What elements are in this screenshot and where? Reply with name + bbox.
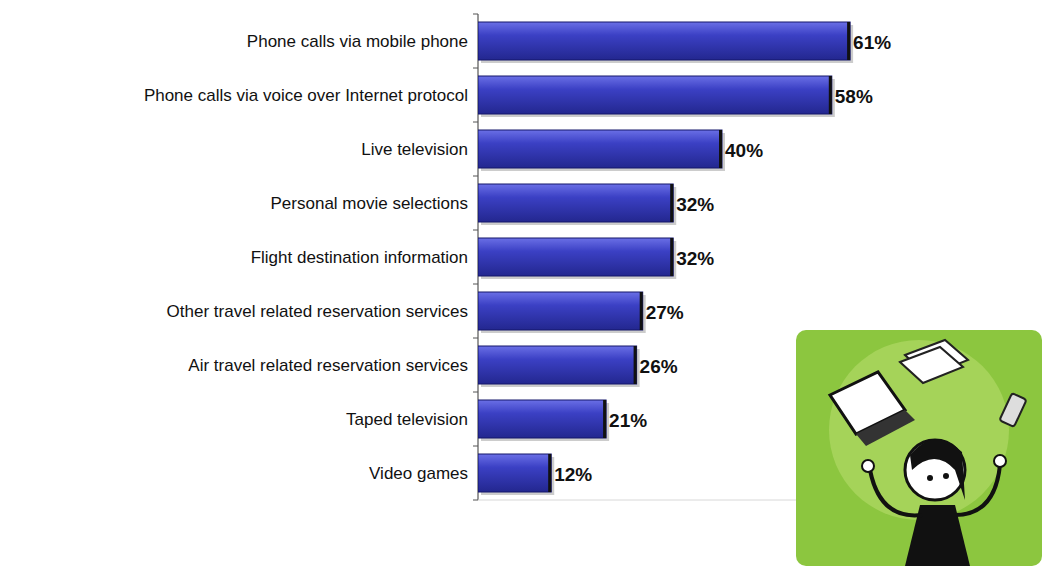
bar — [478, 454, 551, 492]
chart: Phone calls via mobile phone Phone calls … — [0, 0, 1059, 572]
category-tick — [473, 122, 478, 123]
bar — [478, 238, 673, 276]
bar-end — [670, 184, 673, 222]
data-label: 58% — [835, 86, 873, 107]
category-label: Phone calls via mobile phone — [247, 32, 468, 51]
category-label: Air travel related reservation services — [188, 356, 468, 375]
icon-eye — [943, 473, 949, 479]
category-label: Phone calls via voice over Internet prot… — [144, 86, 468, 105]
category-tick — [473, 392, 478, 393]
bar-end — [847, 22, 850, 60]
bar-end — [603, 400, 606, 438]
bar-end — [670, 238, 673, 276]
icon-hand — [862, 460, 874, 472]
bar-end — [640, 292, 643, 330]
data-label: 32% — [676, 248, 714, 269]
data-label: 32% — [676, 194, 714, 215]
icon-laptop-base — [856, 410, 915, 446]
category-label: Personal movie selections — [271, 194, 468, 213]
category-tick — [473, 68, 478, 69]
data-label: 61% — [853, 32, 891, 53]
data-label: 12% — [554, 464, 592, 485]
bar — [478, 346, 637, 384]
bar — [478, 76, 832, 114]
category-tick — [473, 338, 478, 339]
category-label: Video games — [369, 464, 468, 483]
icon-hand — [994, 455, 1006, 467]
bar — [478, 130, 722, 168]
category-label: Flight destination information — [251, 248, 468, 267]
category-tick — [473, 176, 478, 177]
data-label: 21% — [609, 410, 647, 431]
icon-arm — [955, 465, 1000, 515]
bar-end — [548, 454, 551, 492]
data-label: 27% — [646, 302, 684, 323]
icon-phone — [999, 393, 1026, 427]
bar — [478, 22, 850, 60]
bar-end — [719, 130, 722, 168]
category-tick — [473, 500, 478, 501]
bar — [478, 292, 643, 330]
category-tick — [473, 14, 478, 15]
bar — [478, 184, 673, 222]
icon-glow — [829, 340, 1009, 520]
icon-eye — [927, 475, 933, 481]
data-label: 40% — [725, 140, 763, 161]
icon-paper — [900, 347, 963, 383]
category-label: Taped television — [346, 410, 468, 429]
category-tick — [473, 446, 478, 447]
icon-head — [905, 440, 965, 500]
bar — [478, 400, 606, 438]
category-label: Other travel related reservation service… — [167, 302, 468, 321]
bar-end — [634, 346, 637, 384]
icon-background — [796, 330, 1042, 566]
data-label: 26% — [640, 356, 678, 377]
illustration — [796, 330, 1042, 566]
category-label: Live television — [361, 140, 468, 159]
category-tick — [473, 284, 478, 285]
category-tick — [473, 230, 478, 231]
bar-end — [829, 76, 832, 114]
icon-hair — [910, 439, 965, 500]
icon-arm — [870, 470, 922, 515]
